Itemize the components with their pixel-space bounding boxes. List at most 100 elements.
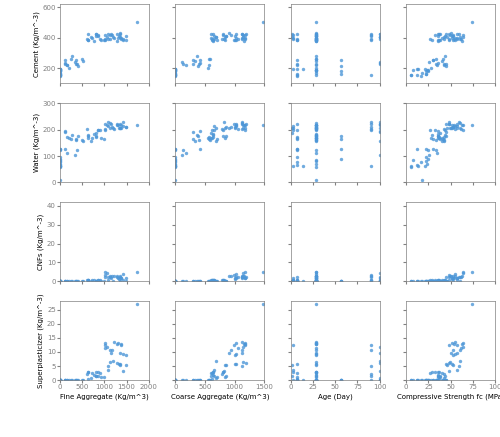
Point: [458, 268, 466, 275]
Point: [108, 31, 116, 38]
Point: [240, 341, 248, 348]
Point: [172, 71, 179, 78]
Point: [312, 64, 320, 71]
Point: [212, 357, 220, 364]
Point: [222, 32, 230, 39]
Point: [92, 30, 100, 37]
Point: [436, 277, 444, 284]
Point: [172, 156, 179, 163]
Point: [234, 344, 241, 351]
Point: [240, 269, 248, 276]
Point: [290, 35, 298, 42]
Point: [112, 274, 120, 281]
Point: [178, 377, 186, 384]
Point: [172, 278, 179, 285]
Point: [100, 135, 108, 142]
Point: [434, 277, 442, 284]
Point: [456, 33, 464, 40]
Point: [232, 122, 239, 129]
Point: [222, 277, 230, 284]
Point: [366, 127, 374, 134]
Point: [293, 146, 301, 153]
Point: [312, 147, 320, 154]
Point: [225, 30, 233, 37]
Point: [290, 65, 298, 72]
Point: [440, 371, 448, 378]
Point: [56, 278, 64, 285]
Point: [220, 35, 228, 42]
Point: [468, 18, 476, 25]
Point: [456, 35, 464, 42]
Point: [88, 277, 96, 284]
Point: [122, 362, 130, 369]
Point: [56, 159, 64, 166]
Point: [56, 278, 64, 285]
Point: [293, 37, 301, 44]
Point: [110, 125, 118, 132]
Point: [454, 118, 462, 125]
Point: [366, 271, 374, 278]
Point: [240, 126, 248, 133]
Point: [56, 66, 64, 73]
Point: [293, 72, 301, 79]
Point: [312, 126, 320, 133]
Point: [434, 277, 442, 284]
Point: [172, 278, 179, 285]
Point: [312, 58, 320, 65]
Point: [56, 278, 64, 285]
Point: [222, 124, 230, 131]
Point: [456, 125, 464, 132]
Point: [407, 278, 415, 285]
Point: [440, 377, 448, 384]
Point: [293, 278, 301, 285]
Point: [366, 30, 374, 37]
Point: [172, 278, 179, 285]
Point: [240, 121, 248, 128]
Point: [191, 278, 199, 285]
Point: [92, 368, 100, 375]
Point: [417, 159, 425, 166]
Point: [442, 278, 450, 285]
Point: [449, 31, 457, 38]
Point: [423, 377, 431, 384]
Y-axis label: CNFs (Kg/m^-3): CNFs (Kg/m^-3): [38, 214, 44, 270]
Point: [56, 72, 64, 79]
Point: [366, 35, 374, 42]
Point: [65, 134, 73, 141]
Point: [312, 33, 320, 40]
Point: [336, 377, 344, 384]
Point: [232, 37, 239, 44]
Point: [238, 120, 246, 127]
Point: [180, 60, 188, 67]
Point: [436, 135, 444, 142]
Point: [212, 34, 220, 41]
Point: [440, 277, 448, 284]
Point: [453, 36, 461, 43]
Point: [230, 37, 238, 44]
Point: [182, 377, 190, 384]
X-axis label: Age (Day): Age (Day): [318, 393, 352, 399]
Point: [239, 31, 247, 38]
Point: [68, 132, 76, 139]
Point: [208, 127, 216, 134]
Point: [451, 271, 459, 277]
Point: [424, 278, 432, 285]
Point: [212, 277, 220, 284]
Point: [376, 121, 384, 128]
Point: [240, 339, 248, 346]
Point: [94, 127, 102, 134]
Point: [88, 369, 96, 376]
Point: [376, 125, 384, 132]
Point: [208, 277, 216, 284]
Point: [312, 135, 320, 142]
Point: [312, 134, 320, 141]
Point: [422, 146, 430, 153]
Point: [293, 65, 301, 72]
Point: [312, 276, 320, 283]
Point: [449, 351, 457, 358]
Point: [238, 118, 246, 125]
Point: [212, 373, 220, 380]
Point: [133, 121, 141, 128]
Point: [56, 162, 64, 169]
Point: [112, 360, 120, 367]
